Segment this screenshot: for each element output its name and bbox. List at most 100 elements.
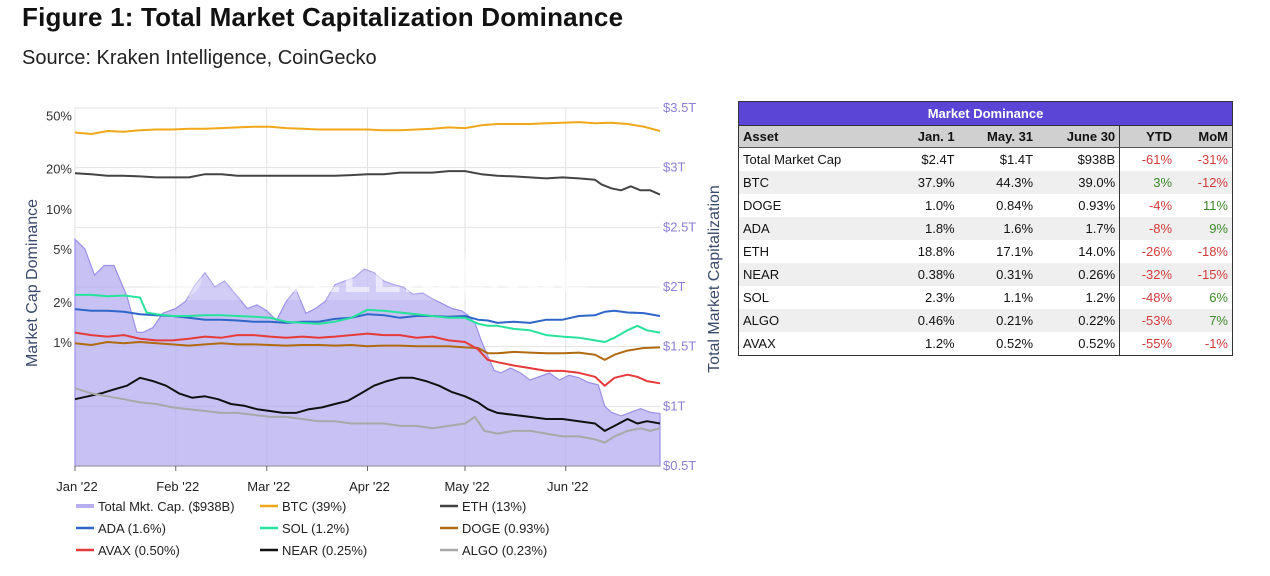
table-cell: -18%: [1176, 240, 1234, 263]
series-line-near: [74, 376, 661, 432]
table-row: SOL 2.3% 1.1% 1.2% -48% 6%: [738, 286, 1234, 309]
table-row: ALGO 0.46% 0.21% 0.22% -53% 7%: [738, 309, 1234, 332]
series-line-algo: [74, 387, 661, 444]
table-row: ADA 1.8% 1.6% 1.7% -8% 9%: [738, 217, 1234, 240]
legend-label: AVAX (0.50%): [98, 543, 180, 558]
y2-tick-label: $0.5T: [663, 458, 696, 473]
table-cell: 37.9%: [893, 171, 959, 194]
table-cell: 0.93%: [1037, 194, 1121, 217]
table-cell: 39.0%: [1037, 171, 1121, 194]
legend-label: Total Mkt. Cap. ($938B): [98, 499, 235, 514]
table-header-row: Asset Jan. 1 May. 31 June 30 YTD MoM: [738, 125, 1234, 148]
y2-tick-label: $3T: [663, 160, 685, 175]
table-cell: 1.7%: [1037, 217, 1121, 240]
table-cell: -4%: [1148, 198, 1173, 213]
y2-axis-title: Total Market Capitalization: [706, 185, 723, 373]
figure-source: Source: Kraken Intelligence, CoinGecko: [22, 47, 377, 69]
table-cell: 17.1%: [996, 244, 1034, 259]
series-line-eth: [74, 170, 661, 196]
table-cell: AVAX: [738, 332, 894, 356]
table-cell: 0.26%: [1037, 263, 1121, 286]
x-tick-label: Feb '22: [156, 479, 199, 494]
table-cell: -15%: [1176, 263, 1234, 286]
table-cell: -55%: [1119, 332, 1177, 356]
table-cell: 11%: [1176, 194, 1234, 217]
table-cell: -1%: [1176, 332, 1234, 356]
table-caption: Market Dominance: [738, 101, 1233, 125]
column-header: YTD: [1119, 125, 1177, 148]
watermark-logo-icon: [158, 254, 202, 298]
table-cell: 0.22%: [1037, 309, 1121, 332]
table-cell: -48%: [1141, 290, 1173, 305]
table-cell: $2.4T: [921, 152, 955, 167]
legend-label: ALGO (0.23%): [462, 543, 547, 558]
table-cell: DOGE: [738, 194, 894, 217]
table-cell: 0.84%: [996, 198, 1034, 213]
table-cell: -61%: [1141, 152, 1173, 167]
y-tick-label: 10%: [46, 202, 72, 217]
column-header: Jan. 1: [893, 125, 959, 148]
watermark-badge: [148, 252, 588, 300]
table-row: AVAX 1.2% 0.52% 0.52% -55% -1%: [738, 332, 1234, 356]
table-cell: 0.46%: [893, 309, 959, 332]
column-header: June 30: [1037, 125, 1121, 148]
y2-tick-label: $3.5T: [663, 100, 696, 115]
table-cell: 0.52%: [1037, 332, 1121, 356]
table-cell: 1.2%: [893, 332, 959, 356]
x-tick-label: Mar '22: [247, 479, 290, 494]
legend-label: DOGE (0.93%): [462, 521, 549, 536]
y2-tick-label: $2.5T: [663, 219, 696, 234]
table-cell: SOL: [738, 286, 894, 309]
figure-title: Figure 1: Total Market Capitalization Do…: [22, 2, 624, 32]
legend-label: NEAR (0.25%): [282, 543, 367, 558]
series-line-avax: [74, 331, 661, 387]
watermark-text: INTELLIGENCE: [230, 250, 591, 302]
y-tick-label: 50%: [46, 109, 72, 124]
table-row: Total Market Cap $2.4T $1.4T $938B -61% -31%: [738, 147, 1234, 171]
table-cell: 6%: [1176, 286, 1234, 309]
table-cell: -31%: [1176, 147, 1234, 171]
legend-label: ETH (13%): [462, 499, 526, 514]
table-row: ETH 18.8% 17.1% 14.0% -26% -18%: [738, 240, 1234, 263]
table-cell: -8%: [1119, 217, 1177, 240]
table-cell: 9%: [1176, 217, 1234, 240]
table-cell: 0.21%: [958, 309, 1038, 332]
legend-label: ADA (1.6%): [98, 521, 166, 536]
table-cell: 3%: [1119, 171, 1177, 194]
legend-label: SOL (1.2%): [282, 521, 349, 536]
table-cell: 2.3%: [924, 290, 955, 305]
table-cell: 7%: [1176, 309, 1234, 332]
series-line-doge: [74, 341, 661, 361]
table-cell: $938B: [1037, 147, 1121, 171]
table-cell: Total Market Cap: [738, 147, 894, 171]
table-cell: 14.0%: [1037, 240, 1121, 263]
table-cell: $1.4T: [999, 152, 1034, 167]
series-line-btc: [74, 121, 661, 135]
table-cell: 1.2%: [1037, 286, 1121, 309]
table-cell: 18.8%: [917, 244, 955, 259]
table-cell: ADA: [738, 217, 894, 240]
column-header: Asset: [738, 125, 894, 148]
table-cell: 0.52%: [958, 332, 1038, 356]
table-row: BTC 37.9% 44.3% 39.0% 3% -12%: [738, 171, 1234, 194]
legend-label: BTC (39%): [282, 499, 346, 514]
table-row: NEAR 0.38% 0.31% 0.26% -32% -15%: [738, 263, 1234, 286]
table-cell: -32%: [1119, 263, 1177, 286]
table-cell: 44.3%: [958, 171, 1038, 194]
y2-tick-label: $1.5T: [663, 339, 696, 354]
table-cell: 1.8%: [893, 217, 959, 240]
market-dominance-table: Market Dominance Asset Jan. 1 May. 31 June …: [738, 101, 1234, 356]
column-header: MoM: [1176, 125, 1234, 148]
table-cell: -26%: [1141, 244, 1173, 259]
x-tick-label: Jun '22: [547, 479, 589, 494]
column-header: May. 31: [958, 125, 1038, 148]
table-cell: -12%: [1176, 171, 1234, 194]
table-cell: 1.6%: [958, 217, 1038, 240]
table-cell: 0.38%: [893, 263, 959, 286]
y-tick-label: 20%: [46, 162, 72, 177]
table-cell: -53%: [1119, 309, 1177, 332]
y2-tick-label: $2T: [663, 279, 685, 294]
y-tick-label: 1%: [53, 335, 72, 350]
table-cell: 1.1%: [1003, 290, 1034, 305]
y-axis-title: Market Cap Dominance: [24, 199, 41, 367]
